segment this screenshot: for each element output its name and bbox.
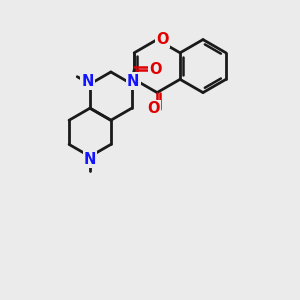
Text: O: O [147,101,160,116]
Text: N: N [81,74,94,89]
Text: O: O [156,32,168,47]
Text: N: N [127,74,140,88]
Text: O: O [149,62,162,77]
Text: N: N [84,152,96,167]
